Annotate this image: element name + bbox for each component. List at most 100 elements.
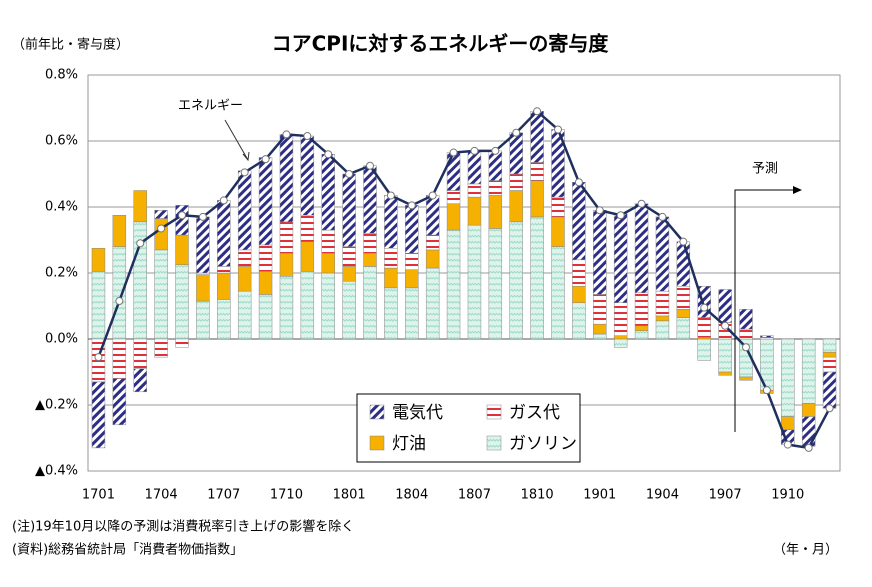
bar-segment bbox=[133, 190, 147, 223]
chart-title: コアCPIに対するエネルギーの寄与度 bbox=[272, 32, 610, 56]
bar-segment bbox=[237, 249, 252, 267]
bar-segment bbox=[613, 302, 628, 336]
bar-segment bbox=[593, 210, 607, 295]
bar-segment bbox=[154, 210, 168, 219]
line-marker bbox=[679, 237, 688, 246]
bar-segment bbox=[321, 272, 335, 340]
bar-segment bbox=[237, 290, 252, 340]
y-axis-label: （前年比・寄与度） bbox=[12, 37, 129, 53]
bar-segment bbox=[488, 195, 503, 229]
bar-segment bbox=[321, 153, 335, 231]
plot-area bbox=[87, 74, 841, 472]
bar-segment bbox=[446, 203, 461, 231]
line-marker bbox=[282, 130, 291, 139]
bar-segment bbox=[154, 218, 168, 251]
legend-text: 電気代 bbox=[392, 403, 443, 423]
y-tick-label: 0.0% bbox=[45, 332, 78, 347]
line-marker bbox=[115, 297, 124, 306]
bar-segment bbox=[91, 248, 106, 272]
bar-segment bbox=[405, 252, 419, 270]
bar-segment bbox=[467, 150, 482, 185]
y-tick-label: ▲0.2% bbox=[35, 398, 78, 413]
line-marker bbox=[804, 443, 813, 452]
bar-segment bbox=[572, 302, 586, 340]
annotation: エネルギー bbox=[178, 99, 243, 114]
line-marker bbox=[512, 128, 521, 137]
bar-segment bbox=[676, 309, 691, 318]
bar-segment bbox=[425, 195, 440, 236]
bar-segment bbox=[279, 134, 294, 223]
bar-segment bbox=[175, 338, 189, 348]
x-tick-label: 1707 bbox=[207, 488, 240, 503]
x-tick-label: 1907 bbox=[709, 488, 742, 503]
bar-segment bbox=[112, 338, 127, 379]
bar-segment bbox=[446, 229, 461, 340]
bar-segment bbox=[467, 183, 482, 198]
line-marker bbox=[407, 201, 416, 210]
line-marker bbox=[658, 212, 667, 221]
bar-segment bbox=[551, 216, 565, 247]
x-tick-label: 1701 bbox=[82, 488, 115, 503]
line-marker bbox=[345, 170, 354, 178]
bar-segment bbox=[112, 378, 127, 426]
legend-swatch bbox=[369, 404, 385, 420]
bar-segment bbox=[300, 135, 315, 216]
forecast-line bbox=[734, 189, 800, 432]
bar-segment bbox=[781, 338, 795, 417]
legend-swatch bbox=[369, 435, 385, 451]
bar-segment bbox=[801, 403, 816, 417]
line-marker bbox=[303, 132, 312, 141]
legend-text: 灯油 bbox=[392, 434, 426, 454]
bar-segment bbox=[718, 371, 732, 376]
bar-segment bbox=[279, 252, 294, 277]
bar-segment bbox=[425, 249, 440, 269]
bar-segment bbox=[739, 328, 753, 340]
bar-segment bbox=[446, 190, 461, 204]
y-tick-label: ▲0.4% bbox=[35, 464, 78, 479]
line-marker bbox=[825, 404, 834, 413]
bar-segment bbox=[217, 272, 231, 300]
bar-segment bbox=[676, 317, 691, 340]
x-axis-label: （年・月） bbox=[773, 543, 838, 558]
bar-segment bbox=[175, 205, 189, 236]
legend-swatch bbox=[486, 404, 502, 420]
bar-segment bbox=[91, 381, 106, 449]
bar-segment bbox=[676, 241, 691, 287]
bar-segment bbox=[300, 215, 315, 242]
legend-box bbox=[356, 393, 581, 463]
bar-segment bbox=[405, 269, 419, 289]
bar-segment bbox=[196, 216, 210, 274]
y-tick-label: 0.2% bbox=[45, 266, 78, 281]
bar-segment bbox=[488, 228, 503, 340]
annotation-arrow bbox=[224, 119, 249, 161]
x-tick-label: 1901 bbox=[583, 488, 616, 503]
line-marker bbox=[324, 150, 333, 159]
bar-segment bbox=[697, 317, 711, 338]
bar-segment bbox=[217, 299, 231, 340]
legend-text: ガス代 bbox=[509, 403, 560, 423]
bar-segment bbox=[822, 371, 837, 409]
bar-segment bbox=[655, 290, 670, 317]
line-marker bbox=[742, 343, 750, 352]
bar-segment bbox=[133, 368, 147, 393]
line-marker bbox=[366, 161, 374, 170]
bar-segment bbox=[363, 266, 377, 340]
x-tick-label: 1807 bbox=[458, 488, 491, 503]
line-marker bbox=[783, 440, 792, 449]
x-tick-label: 1904 bbox=[646, 488, 679, 503]
bar-segment bbox=[405, 287, 419, 340]
x-tick-label: 1704 bbox=[145, 488, 178, 503]
bar-segment bbox=[321, 252, 335, 274]
bar-segment bbox=[217, 200, 231, 267]
bar-segment bbox=[488, 180, 503, 196]
bar-segment bbox=[551, 246, 565, 340]
x-tick-label: 1810 bbox=[521, 488, 554, 503]
line-marker bbox=[595, 206, 604, 215]
bar-segment bbox=[405, 205, 419, 254]
bar-segment bbox=[237, 170, 252, 251]
bar-segment bbox=[258, 271, 273, 295]
bar-segment bbox=[258, 294, 273, 340]
line-marker bbox=[533, 107, 542, 116]
bar-segment bbox=[822, 351, 837, 358]
bar-segment bbox=[697, 338, 711, 361]
